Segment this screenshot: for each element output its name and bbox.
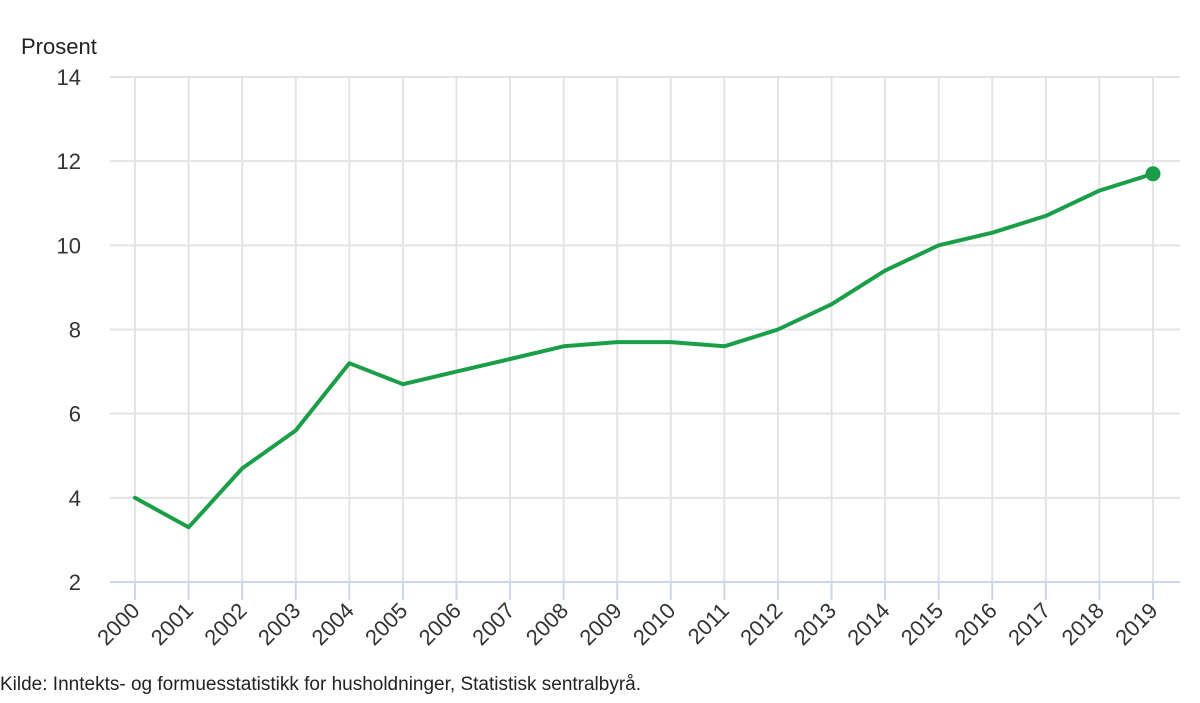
x-tick-label: 2004 (307, 598, 359, 650)
x-axis (110, 581, 1180, 600)
x-tick-label: 2002 (199, 598, 251, 650)
y-tick-label: 10 (57, 233, 81, 258)
data-series (133, 166, 1161, 530)
y-tick-label: 4 (69, 486, 81, 511)
x-tick-label: 2018 (1057, 598, 1109, 650)
x-tick-label: 2006 (414, 598, 466, 650)
x-tick-label: 2014 (842, 598, 894, 650)
y-tick-label: 6 (69, 402, 81, 427)
x-tick-label: 2011 (683, 598, 734, 649)
x-tick-label: 2000 (92, 598, 144, 650)
x-tick-label: 2016 (950, 598, 1002, 650)
horizontal-gridlines (110, 76, 1180, 499)
vertical-gridlines (134, 77, 1154, 582)
x-tick-label: 2017 (1003, 598, 1055, 650)
x-tick-label: 2013 (789, 598, 841, 650)
x-tick-label: 2015 (896, 598, 948, 650)
y-tick-label: 14 (57, 65, 81, 90)
y-axis-title: Prosent (21, 34, 97, 59)
x-tick-label: 2012 (735, 598, 787, 650)
x-tick-label: 2010 (628, 598, 680, 650)
x-tick-label: 2009 (574, 598, 626, 650)
y-tick-label: 2 (69, 570, 81, 595)
x-tick-label: 2003 (253, 598, 305, 650)
x-tick-label: 2019 (1110, 598, 1162, 650)
end-point-marker[interactable] (1145, 166, 1161, 182)
x-tick-label: 2001 (146, 598, 198, 650)
x-tick-label: 2008 (521, 598, 573, 650)
x-tick-label: 2007 (467, 598, 519, 650)
y-axis-tick-labels: 2 4 6 8 10 12 14 (57, 65, 81, 595)
series-line (133, 171, 1155, 530)
y-tick-label: 12 (57, 149, 81, 174)
x-tick-label: 2005 (360, 598, 412, 650)
source-note: Kilde: Inntekts- og formuesstatistikk fo… (0, 674, 642, 695)
y-tick-label: 8 (69, 318, 81, 343)
x-axis-tick-labels: 2000 2001 2002 2003 2004 2005 2006 2007 2008 2009… (92, 598, 1162, 650)
